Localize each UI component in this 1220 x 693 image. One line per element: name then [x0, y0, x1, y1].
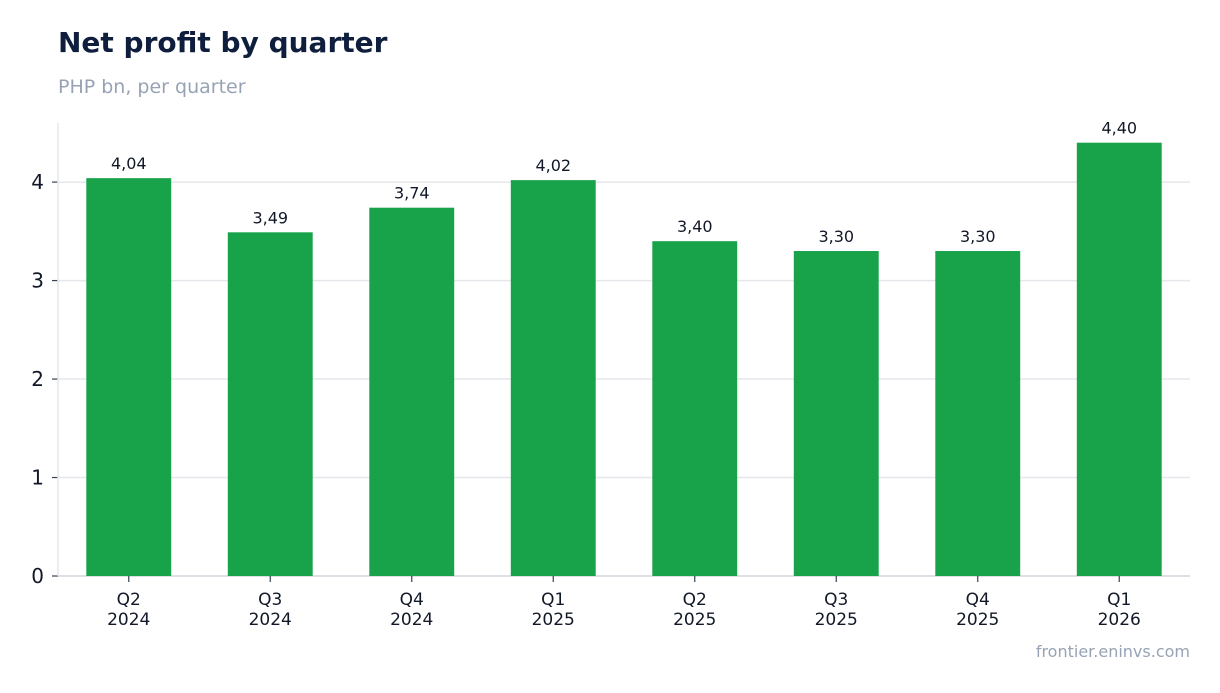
x-tick-year: 2026 — [1098, 610, 1141, 630]
x-tick-label: Q4 2025 — [956, 590, 999, 630]
bars — [86, 142, 1162, 577]
x-tick-quarter: Q3 — [258, 590, 282, 610]
x-tick-year: 2025 — [532, 610, 575, 630]
x-tick-quarter: Q2 — [683, 590, 707, 610]
bar-q2-2025 — [652, 241, 738, 576]
data-label: 4,04 — [111, 154, 147, 173]
bar-q1-2025 — [510, 180, 596, 577]
data-labels: 4,04 3,49 3,74 4,02 3,40 3,30 3,30 4,40 — [111, 119, 1137, 246]
x-tick-quarter: Q1 — [1107, 590, 1131, 610]
x-tick-label: Q1 2026 — [1098, 590, 1141, 630]
x-tick-year: 2025 — [956, 610, 999, 630]
data-label: 3,30 — [818, 227, 854, 246]
chart-title: Net profit by quarter — [58, 26, 388, 59]
data-label: 3,74 — [394, 184, 430, 203]
bar-q2-2024 — [86, 178, 172, 576]
y-tick-label: 3 — [31, 269, 44, 293]
x-tick-year: 2024 — [249, 610, 292, 630]
data-label: 4,40 — [1101, 119, 1137, 138]
x-tick-quarter: Q2 — [117, 590, 141, 610]
x-tick-label: Q2 2025 — [673, 590, 716, 630]
data-label: 3,49 — [252, 208, 288, 227]
x-tick-label: Q3 2024 — [249, 590, 292, 630]
bar-q4-2024 — [369, 207, 455, 577]
bar-q3-2024 — [227, 232, 313, 577]
bar-q1-2026 — [1076, 142, 1162, 576]
x-tick-quarter: Q1 — [541, 590, 565, 610]
x-tick-quarter: Q4 — [400, 590, 424, 610]
x-tick-year: 2025 — [815, 610, 858, 630]
source-credit: frontier.eninvs.com — [1035, 642, 1190, 661]
y-tick-label: 2 — [31, 367, 44, 391]
x-tick-label: Q3 2025 — [815, 590, 858, 630]
bar-q3-2025 — [793, 251, 879, 577]
x-tick-quarter: Q3 — [824, 590, 848, 610]
bar-q4-2025 — [935, 251, 1021, 577]
x-tick-year: 2025 — [673, 610, 716, 630]
x-tick-year: 2024 — [390, 610, 433, 630]
y-tick-label: 1 — [31, 466, 44, 490]
y-tick-label: 0 — [31, 564, 44, 588]
chart-subtitle: PHP bn, per quarter — [58, 76, 246, 98]
x-tick-quarter: Q4 — [966, 590, 990, 610]
data-label: 4,02 — [535, 156, 571, 175]
x-tick-label: Q4 2024 — [390, 590, 433, 630]
x-tick-label: Q2 2024 — [107, 590, 150, 630]
data-label: 3,40 — [677, 217, 713, 236]
x-tick-year: 2024 — [107, 610, 150, 630]
x-tick-label: Q1 2025 — [532, 590, 575, 630]
data-label: 3,30 — [960, 227, 996, 246]
y-tick-label: 4 — [31, 170, 44, 194]
